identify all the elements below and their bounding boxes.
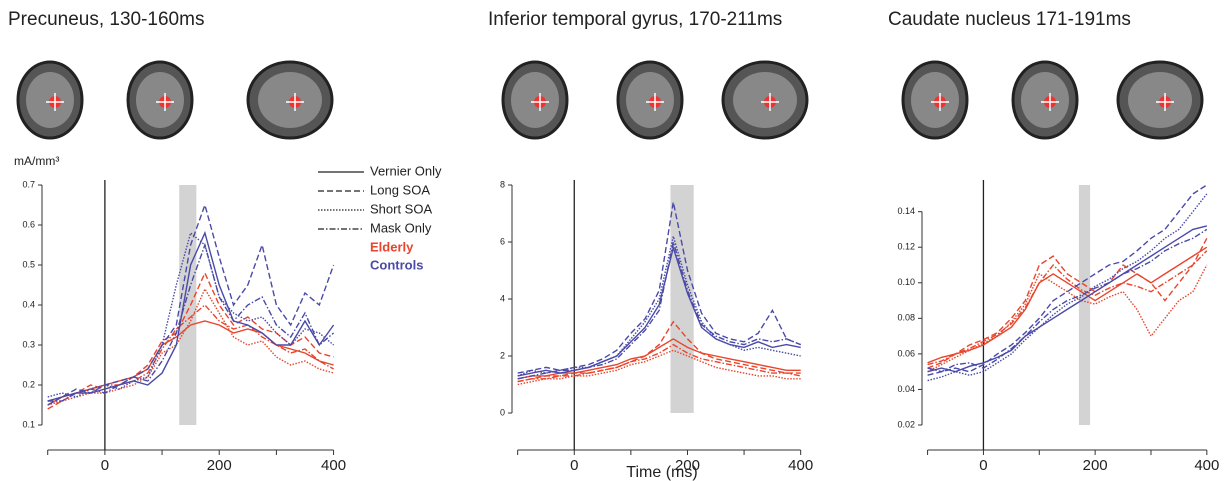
y-tick-label: 0.6 [22,219,35,229]
y-tick-label: 0.06 [897,348,915,358]
y-tick-label: 0.10 [897,277,915,287]
legend-label: Vernier Only [370,163,442,178]
brain-image [503,62,567,138]
highlight-window [179,185,196,425]
legend-group: Elderly [370,239,414,254]
series-line [928,265,1207,372]
x-tick-label: 400 [788,457,813,474]
y-tick-label: 0.2 [22,379,35,389]
legend-label: Short SOA [370,201,432,216]
series-line [928,185,1207,375]
y-tick-label: 0.14 [897,206,915,216]
series-line [928,194,1207,381]
y-tick-label: 0 [500,407,505,417]
x-tick-label: 0 [101,457,109,474]
y-tick-label: 0.04 [897,384,915,394]
x-tick-label: 200 [207,457,232,474]
y-axis-label: mA/mm³ [14,154,59,168]
chart-title: Caudate nucleus 171-191ms [888,9,1131,30]
chart-title: Precuneus, 130-160ms [8,9,204,30]
x-tick-label: 0 [570,457,578,474]
y-tick-label: 0.4 [22,299,35,309]
series-line [928,251,1207,365]
brain-image [128,62,192,138]
y-tick-label: 4 [500,293,505,303]
y-tick-label: 6 [500,236,505,246]
brain-image [248,62,332,138]
y-tick-label: 0.1 [22,419,35,429]
y-tick-label: 0.7 [22,179,35,189]
x-tick-label: 400 [321,457,346,474]
x-tick-label: 400 [1194,457,1219,474]
y-tick-label: 0.12 [897,242,915,252]
legend-label: Long SOA [370,182,430,197]
series-line [518,236,801,376]
series-line [518,350,801,384]
y-tick-label: 0.02 [897,419,915,429]
series-line [518,242,801,379]
x-tick-label: 200 [1083,457,1108,474]
brain-image [1013,62,1077,138]
y-tick-label: 0.3 [22,339,35,349]
x-tick-label: 0 [979,457,987,474]
brain-image [1118,62,1202,138]
series-line [928,238,1207,368]
chart-title: Inferior temporal gyrus, 170-211ms [488,9,782,30]
y-tick-label: 8 [500,179,505,189]
legend-label: Mask Only [370,220,432,235]
brain-image [18,62,82,138]
brain-image [618,62,682,138]
legend-group: Controls [370,257,423,272]
brain-image [903,62,967,138]
y-tick-label: 0.08 [897,313,915,323]
y-tick-label: 2 [500,350,505,360]
brain-image [723,62,807,138]
figure: Precuneus, 130-160ms 0.1 0.2 0.3 0.4 0.5 0.6 0.… [0,0,1230,481]
highlight-window [1079,185,1090,425]
x-axis-label: Time (ms) [626,464,697,481]
y-tick-label: 0.5 [22,259,35,269]
